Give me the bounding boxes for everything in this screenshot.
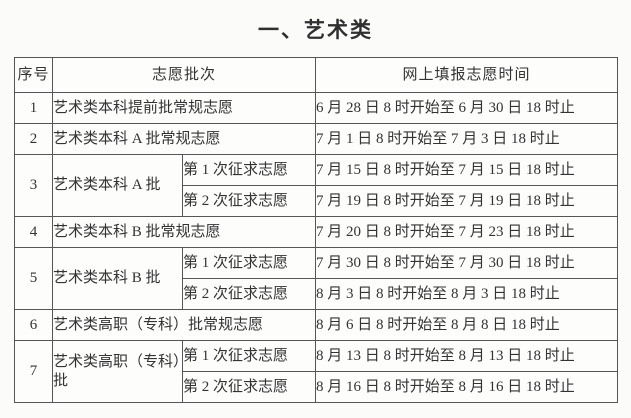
time-cell: 8 月 3 日 8 时开始至 8 月 3 日 18 时止	[315, 278, 619, 310]
schedule-table: 序号 志愿批次 网上填报志愿时间 1 艺术类本科提前批常规志愿 6 月 28 日…	[14, 57, 619, 403]
row-number-cell: 6	[14, 309, 53, 341]
time-cell: 7 月 19 日 8 时开始至 7 月 19 日 18 时止	[315, 185, 619, 217]
time-cell: 8 月 16 日 8 时开始至 8 月 16 日 18 时止	[315, 371, 619, 403]
header-row: 序号 志愿批次 网上填报志愿时间	[14, 57, 619, 93]
table-row: 7 艺术类高职（专科）批 第 1 次征求志愿 8 月 13 日 8 时开始至 8…	[14, 340, 619, 403]
sub-batch-cell: 第 2 次征求志愿	[181, 185, 317, 217]
time-cell: 7 月 20 日 8 时开始至 7 月 23 日 18 时止	[315, 216, 619, 248]
time-cell: 7 月 1 日 8 时开始至 7 月 3 日 18 时止	[315, 123, 619, 155]
sub-batch-cell: 第 1 次征求志愿	[181, 154, 317, 186]
row-number-cell: 4	[14, 216, 53, 248]
time-cell: 7 月 30 日 8 时开始至 7 月 30 日 18 时止	[315, 247, 619, 279]
table-row: 第 2 次征求志愿 7 月 19 日 8 时开始至 7 月 19 日 18 时止	[15, 185, 619, 217]
table-row: 6 艺术类高职（专科）批常规志愿 8 月 6 日 8 时开始至 8 月 8 日 …	[14, 309, 619, 341]
sub-batch-cell: 第 2 次征求志愿	[181, 371, 317, 403]
row-number-cell: 2	[14, 123, 53, 155]
row-number-cell: 3	[14, 154, 53, 217]
sub-batch-cell: 第 1 次征求志愿	[181, 247, 317, 279]
header-batch: 志愿批次	[51, 57, 317, 93]
table-row: 5 艺术类本科 B 批 第 1 次征求志愿 7 月 30 日 8 时开始至 7 …	[14, 247, 619, 310]
batch-cell: 艺术类本科 B 批常规志愿	[51, 216, 317, 248]
table-row: 3 艺术类本科 A 批 第 1 次征求志愿 7 月 15 日 8 时开始至 7 …	[14, 154, 619, 217]
batch-cell: 艺术类高职（专科）批常规志愿	[51, 309, 317, 341]
header-time: 网上填报志愿时间	[315, 57, 619, 93]
section-title: 一、艺术类	[258, 19, 373, 42]
table-row: 4 艺术类本科 B 批常规志愿 7 月 20 日 8 时开始至 7 月 23 日…	[14, 216, 619, 248]
sub-batch-cell: 第 1 次征求志愿	[181, 340, 317, 372]
row-number-cell: 7	[14, 340, 53, 403]
table-row: 1 艺术类本科提前批常规志愿 6 月 28 日 8 时开始至 6 月 30 日 …	[14, 92, 619, 124]
time-cell: 6 月 28 日 8 时开始至 6 月 30 日 18 时止	[315, 92, 619, 124]
batch-cell: 艺术类本科 B 批	[52, 247, 183, 310]
header-serial-number: 序号	[14, 57, 53, 93]
batch-cell: 艺术类本科 A 批	[52, 154, 183, 217]
table-row: 2 艺术类本科 A 批常规志愿 7 月 1 日 8 时开始至 7 月 3 日 1…	[14, 123, 619, 155]
row-number-cell: 5	[14, 247, 53, 310]
sub-batch-cell: 第 2 次征求志愿	[181, 278, 317, 310]
time-cell: 8 月 13 日 8 时开始至 8 月 13 日 18 时止	[315, 340, 619, 372]
row-number-cell: 1	[14, 92, 53, 124]
time-cell: 7 月 15 日 8 时开始至 7 月 15 日 18 时止	[315, 154, 619, 186]
batch-cell: 艺术类高职（专科）批	[52, 340, 183, 403]
table-row: 第 2 次征求志愿 8 月 3 日 8 时开始至 8 月 3 日 18 时止	[15, 278, 619, 310]
batch-cell: 艺术类本科提前批常规志愿	[51, 92, 317, 124]
time-cell: 8 月 6 日 8 时开始至 8 月 8 日 18 时止	[315, 309, 619, 341]
table-row: 第 2 次征求志愿 8 月 16 日 8 时开始至 8 月 16 日 18 时止	[15, 371, 619, 403]
batch-cell: 艺术类本科 A 批常规志愿	[51, 123, 317, 155]
